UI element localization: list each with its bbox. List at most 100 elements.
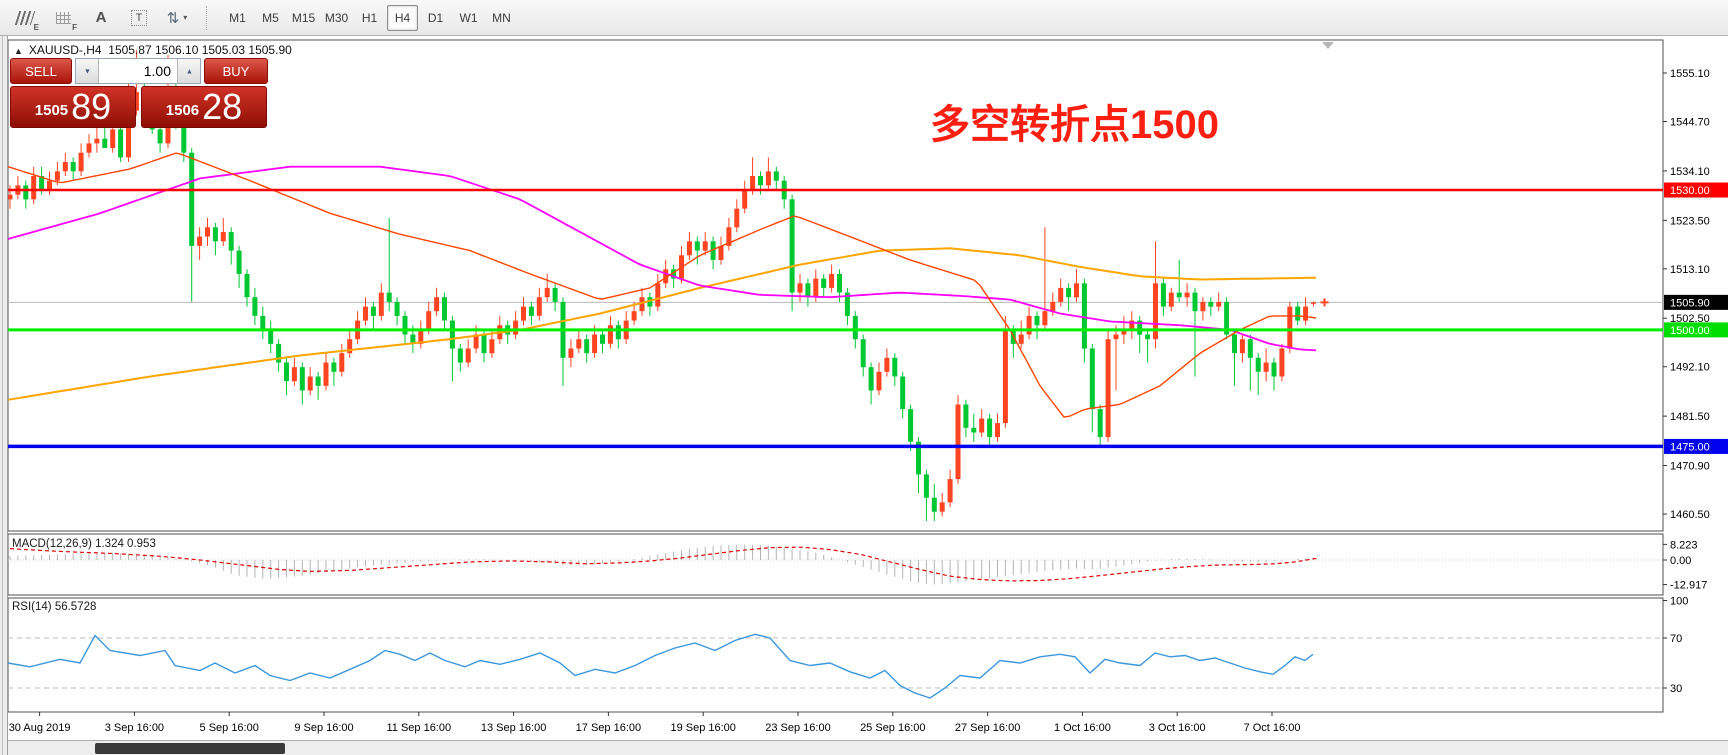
volume-increase-button[interactable]: ▲ [177,59,200,83]
candle-body [157,129,163,144]
timeframe-button-H1[interactable]: H1 [361,10,378,25]
candle-body [394,301,400,316]
candle-body [955,404,961,480]
timeframe-button-D1[interactable]: D1 [427,10,444,25]
chevron-up-icon: ▲ [185,67,193,75]
timeframe-button-MN[interactable]: MN [492,10,511,25]
candle-body [931,497,937,512]
candle-body [1168,292,1174,307]
price-axis-label: 1502.50 [1670,313,1710,325]
boxed-letter-glyph: T [130,9,148,26]
chart-text-annotation[interactable]: 多空转折点1500 [930,103,1219,147]
volume-decrease-button[interactable]: ▼ [76,59,99,83]
candle-body [844,292,850,316]
candle-body [465,348,471,363]
expert-advisor-chart-icon[interactable]: E [9,3,41,33]
candle-body [1034,315,1040,326]
scrollbar-thumb[interactable] [95,743,285,754]
macd-signal-line [9,546,1319,582]
rsi-line [7,633,1314,699]
macd-indicator-label: MACD(12,26,9) 1.324 0.953 [12,538,156,550]
candle-body [995,423,1000,438]
chevron-down-icon: ▼ [83,67,91,75]
buy-button[interactable]: BUY [204,58,268,84]
candle-body [291,367,297,382]
candle-body [513,320,519,335]
candle-body [718,246,724,260]
volume-input[interactable]: 1.00 [143,63,171,79]
chart-shift-marker[interactable] [1322,42,1334,49]
main-chart-panel[interactable] [7,39,1664,532]
candle-body [576,339,582,349]
sell-price-small: 1505 [34,102,69,119]
buy-price-big: 28 [202,86,243,127]
macd-panel[interactable] [7,533,1664,596]
candle-body [1224,301,1230,335]
swap-arrows-glyph: ⇅ [166,9,180,27]
candle-body [852,315,858,340]
candle-body [671,269,677,279]
candle-body [631,311,637,321]
candle-body [655,283,661,307]
price-axis-label: 1534.10 [1670,166,1710,178]
horizontal-scrollbar[interactable] [8,740,1728,755]
candle-body [347,339,353,354]
candle-body [110,129,116,148]
ma-fast-line[interactable] [7,152,1317,418]
candle-body [568,348,574,358]
candle-body [1081,283,1087,349]
rsi-axis-label: 70 [1670,633,1682,645]
candle-body [552,287,558,302]
text-box-icon[interactable]: T [123,3,155,33]
buy-price-box[interactable]: 1506 28 [141,86,267,128]
object-colors-icon[interactable]: ⇅ ▾ [161,3,193,33]
timeframe-button-M15[interactable]: M15 [291,10,316,25]
buy-price-small: 1506 [165,102,200,119]
sell-price-box[interactable]: 1505 89 [10,86,136,128]
ma-medium-line[interactable] [7,165,1317,352]
candle-body [584,339,590,354]
sell-button[interactable]: SELL [10,58,72,84]
candle-body [726,227,732,246]
candle-body [773,171,779,181]
rsi-axis-label: 30 [1670,683,1682,695]
candle-body [1058,287,1064,302]
candle-body [1042,311,1048,326]
candle-body [1279,348,1285,377]
candle-body [860,339,866,368]
candle-body [473,334,479,349]
one-click-trading-panel: SELL ▼ 1.00 ▲ BUY 1505 89 1506 28 [10,58,268,128]
timeframe-button-W1[interactable]: W1 [459,10,478,25]
candle-body [70,162,76,172]
candle-body [710,241,716,260]
candle-body [244,273,250,298]
forecast-grid-icon[interactable]: F [47,3,79,33]
candle-body [615,325,621,340]
grid-glyph [55,11,71,24]
time-axis-label: 13 Sep 16:00 [481,722,546,734]
timeframe-button-M1[interactable]: M1 [229,10,246,25]
timeframe-button-M30[interactable]: M30 [324,10,349,25]
candle-body [189,152,195,246]
text-label-icon[interactable]: A [85,3,117,33]
candle-body [916,441,921,475]
rsi-panel[interactable] [7,597,1664,713]
ma-slow-line[interactable] [7,247,1317,401]
candle-body [1271,362,1277,377]
candle-body [1050,301,1056,312]
time-axis-label: 17 Sep 16:00 [576,722,641,734]
timeframe-button-M5[interactable]: M5 [262,10,279,25]
timeframe-button-H4[interactable]: H4 [387,4,418,31]
candle-body [228,232,234,251]
candle-body [868,367,874,391]
price-tag-label: 1475.00 [1670,441,1710,453]
collapse-panel-icon[interactable]: ▲ [14,46,23,56]
toolbar-separator [206,5,213,30]
candle-body [789,199,795,293]
candle-body [797,283,803,293]
candle-body [268,329,274,344]
time-axis-label: 3 Sep 16:00 [105,722,164,734]
candle-body [639,297,645,312]
candle-body [426,311,432,330]
